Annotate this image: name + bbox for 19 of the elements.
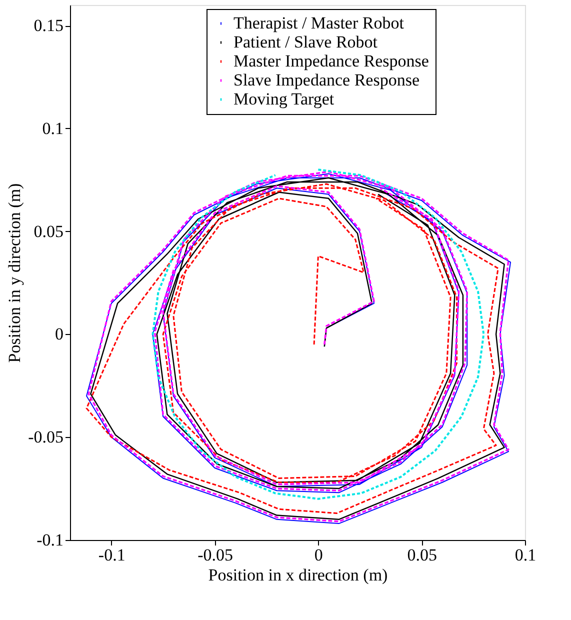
y-axis-title: Position in y direction (m) bbox=[5, 183, 24, 363]
y-tick-label: 0.1 bbox=[42, 118, 64, 138]
legend-label: Patient / Slave Robot bbox=[234, 32, 378, 52]
x-tick-label: 0.1 bbox=[514, 546, 536, 564]
x-tick-label: 0.05 bbox=[407, 546, 437, 564]
legend-label: Master Impedance Response bbox=[234, 52, 429, 70]
y-tick-label: 0.05 bbox=[34, 222, 64, 241]
legend-label: Slave Impedance Response bbox=[234, 70, 420, 90]
x-axis-title: Position in x direction (m) bbox=[208, 566, 388, 584]
y-tick-label: -0.1 bbox=[36, 530, 64, 550]
y-tick-label: -0.05 bbox=[28, 428, 64, 447]
x-tick-label: -0.05 bbox=[198, 546, 233, 564]
y-tick-label: 0.15 bbox=[34, 16, 64, 36]
line-series bbox=[152, 168, 485, 500]
x-tick-label: 0 bbox=[314, 546, 323, 564]
legend-label: Moving Target bbox=[234, 90, 334, 108]
y-tick-label: 0 bbox=[55, 324, 64, 344]
x-tick-label: -0.1 bbox=[98, 546, 126, 564]
legend-label: Therapist / Master Robot bbox=[234, 14, 404, 32]
